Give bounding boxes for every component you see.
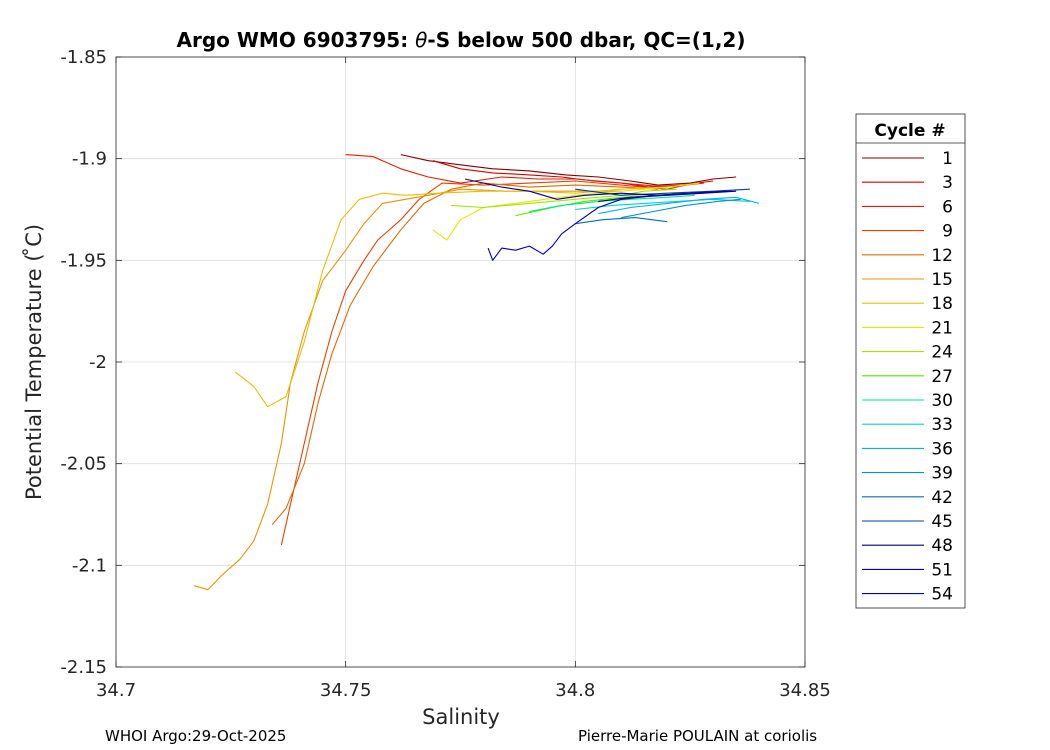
axis-ticks: 34.7 34.75 34.8 34.85 -1.85 -1.9 -1.95 -2 -2.05 -… bbox=[60, 47, 830, 701]
legend-label-cycle-54: 54 bbox=[931, 585, 953, 605]
series-line-cycle-30 bbox=[529, 194, 695, 213]
series-lines bbox=[193, 154, 760, 591]
series-line-cycle-39 bbox=[621, 198, 741, 219]
legend-label-cycle-51: 51 bbox=[931, 560, 953, 580]
y-tick-label: -1.9 bbox=[72, 149, 107, 170]
series-line-cycle-6 bbox=[345, 154, 704, 188]
legend-label-cycle-3: 3 bbox=[942, 173, 953, 193]
legend-label-cycle-24: 24 bbox=[931, 343, 953, 363]
series-line-cycle-18 bbox=[235, 186, 668, 408]
footer-left: WHOI Argo:29-Oct-2025 bbox=[105, 727, 286, 745]
x-tick-label: 34.7 bbox=[96, 680, 136, 701]
legend: Cycle # 13691215182124273033363942454851… bbox=[855, 113, 966, 609]
title-suffix: -S below 500 dbar, QC=(1,2) bbox=[427, 28, 745, 52]
footer-right: Pierre-Marie POULAIN at coriolis bbox=[578, 727, 817, 745]
legend-label-cycle-36: 36 bbox=[931, 439, 953, 459]
legend-label-cycle-33: 33 bbox=[931, 415, 953, 435]
legend-label-cycle-30: 30 bbox=[931, 391, 953, 411]
series-line-cycle-9 bbox=[280, 180, 695, 546]
legend-label-cycle-48: 48 bbox=[931, 536, 953, 556]
legend-label-cycle-39: 39 bbox=[931, 464, 953, 484]
legend-label-cycle-12: 12 bbox=[931, 246, 953, 266]
x-tick-label: 34.8 bbox=[555, 680, 595, 701]
title-theta-symbol: θ bbox=[415, 28, 427, 52]
y-axis-label: Potential Temperature ( ̊C) bbox=[22, 224, 46, 500]
series-line-cycle-21 bbox=[432, 182, 700, 241]
series-line-cycle-1 bbox=[400, 154, 737, 186]
legend-label-cycle-18: 18 bbox=[931, 294, 953, 314]
x-tick-label: 34.75 bbox=[320, 680, 372, 701]
y-tick-label: -2.05 bbox=[60, 454, 107, 475]
series-line-cycle-15 bbox=[193, 188, 622, 591]
legend-title: Cycle # bbox=[874, 121, 945, 141]
x-axis-label: Salinity bbox=[422, 705, 500, 729]
series-line-cycle-12 bbox=[271, 182, 659, 526]
series-line-cycle-36 bbox=[598, 196, 760, 215]
legend-label-cycle-42: 42 bbox=[931, 488, 953, 508]
legend-label-cycle-15: 15 bbox=[931, 270, 953, 290]
x-tick-label: 34.85 bbox=[779, 680, 831, 701]
legend-label-cycle-27: 27 bbox=[931, 367, 953, 387]
series-line-cycle-24 bbox=[451, 188, 677, 209]
series-line-cycle-42 bbox=[575, 217, 668, 225]
series-line-cycle-45 bbox=[575, 188, 750, 196]
legend-label-cycle-45: 45 bbox=[931, 512, 953, 532]
legend-label-cycle-21: 21 bbox=[931, 318, 953, 338]
y-tick-label: -2 bbox=[89, 352, 107, 373]
title-prefix: Argo WMO 6903795: bbox=[177, 28, 416, 52]
y-tick-label: -2.15 bbox=[60, 657, 107, 678]
series-line-cycle-33 bbox=[575, 198, 750, 211]
legend-label-cycle-6: 6 bbox=[942, 197, 953, 217]
y-tick-label: -1.85 bbox=[60, 47, 107, 68]
chart-title: Argo WMO 6903795: θ-S below 500 dbar, QC… bbox=[177, 28, 746, 52]
legend-label-cycle-1: 1 bbox=[942, 149, 953, 169]
y-tick-label: -2.1 bbox=[72, 555, 107, 576]
legend-box bbox=[855, 113, 966, 609]
y-tick-label: -1.95 bbox=[60, 250, 107, 271]
legend-label-cycle-9: 9 bbox=[942, 222, 953, 242]
series-line-cycle-54 bbox=[487, 190, 727, 261]
